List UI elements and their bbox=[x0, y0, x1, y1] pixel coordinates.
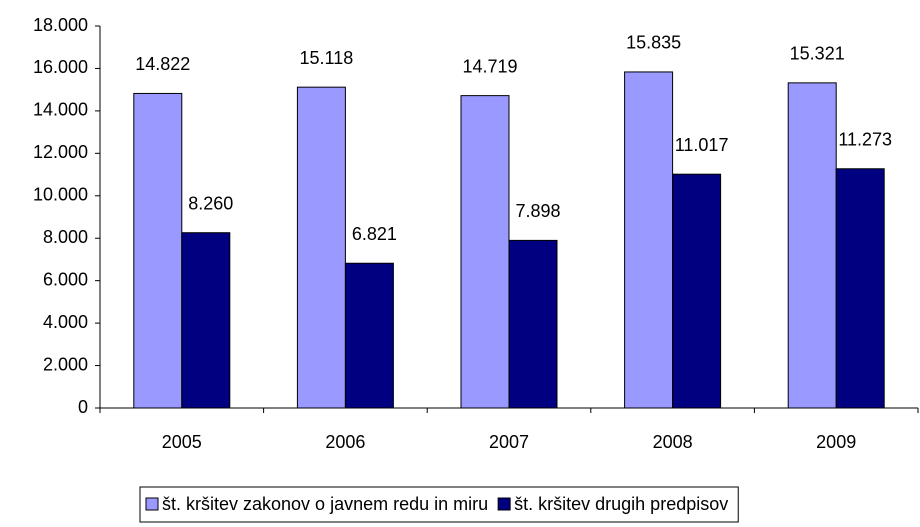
legend-swatch bbox=[145, 497, 159, 511]
x-tick-label: 2006 bbox=[325, 432, 365, 452]
value-label: 14.719 bbox=[462, 56, 517, 76]
legend-swatch bbox=[497, 497, 511, 511]
bar bbox=[835, 168, 885, 409]
value-label: 7.898 bbox=[515, 201, 560, 221]
bar bbox=[460, 95, 510, 409]
x-tick-label: 2007 bbox=[489, 432, 529, 452]
y-tick-label: 10.000 bbox=[33, 185, 88, 205]
y-tick-label: 14.000 bbox=[33, 100, 88, 120]
x-tick-label: 2005 bbox=[162, 432, 202, 452]
legend-box bbox=[139, 486, 739, 523]
value-label: 6.821 bbox=[352, 224, 397, 244]
bar bbox=[672, 173, 722, 409]
legend-label: št. kršitev zakonov o javnem redu in mir… bbox=[162, 494, 488, 514]
value-label: 8.260 bbox=[188, 193, 233, 213]
value-label: 14.822 bbox=[135, 54, 190, 74]
bar bbox=[344, 262, 394, 409]
bar bbox=[181, 232, 231, 409]
y-tick-label: 16.000 bbox=[33, 57, 88, 77]
legend-label: št. kršitev drugih predpisov bbox=[514, 494, 728, 514]
y-tick-label: 18.000 bbox=[33, 15, 88, 35]
value-label: 11.273 bbox=[838, 130, 892, 150]
y-tick-label: 6.000 bbox=[43, 269, 88, 289]
bar bbox=[787, 82, 837, 409]
value-label: 11.017 bbox=[675, 135, 729, 155]
bar bbox=[508, 239, 558, 409]
legend: št. kršitev zakonov o javnem redu in mir… bbox=[139, 486, 739, 523]
value-label: 15.118 bbox=[300, 48, 354, 68]
y-tick-label: 4.000 bbox=[43, 312, 88, 332]
y-tick-label: 2.000 bbox=[43, 354, 88, 374]
x-tick-label: 2008 bbox=[653, 432, 693, 452]
bar bbox=[133, 92, 183, 409]
y-tick-label: 0 bbox=[78, 397, 88, 417]
x-tick-label: 2009 bbox=[816, 432, 856, 452]
value-label: 15.835 bbox=[626, 33, 681, 53]
bar bbox=[624, 71, 674, 409]
bar bbox=[296, 86, 346, 409]
y-tick-label: 8.000 bbox=[43, 227, 88, 247]
value-label: 15.321 bbox=[790, 44, 845, 64]
y-tick-label: 12.000 bbox=[33, 142, 88, 162]
